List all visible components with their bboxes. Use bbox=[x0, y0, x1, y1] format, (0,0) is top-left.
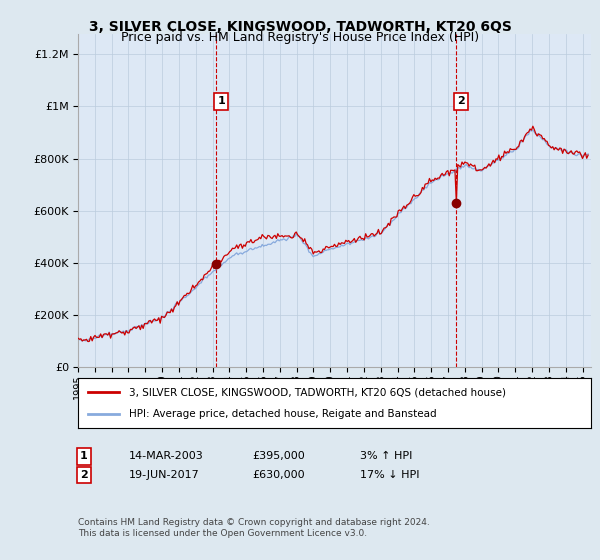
Text: 14-MAR-2003: 14-MAR-2003 bbox=[129, 451, 204, 461]
Text: 3% ↑ HPI: 3% ↑ HPI bbox=[360, 451, 412, 461]
Text: Price paid vs. HM Land Registry's House Price Index (HPI): Price paid vs. HM Land Registry's House … bbox=[121, 31, 479, 44]
Text: This data is licensed under the Open Government Licence v3.0.: This data is licensed under the Open Gov… bbox=[78, 529, 367, 538]
Text: Contains HM Land Registry data © Crown copyright and database right 2024.: Contains HM Land Registry data © Crown c… bbox=[78, 518, 430, 527]
Text: HPI: Average price, detached house, Reigate and Banstead: HPI: Average price, detached house, Reig… bbox=[130, 409, 437, 419]
Text: 3, SILVER CLOSE, KINGSWOOD, TADWORTH, KT20 6QS (detached house): 3, SILVER CLOSE, KINGSWOOD, TADWORTH, KT… bbox=[130, 387, 506, 397]
Text: 1: 1 bbox=[217, 96, 225, 106]
Text: 19-JUN-2017: 19-JUN-2017 bbox=[129, 470, 200, 480]
Text: £630,000: £630,000 bbox=[252, 470, 305, 480]
Text: 2: 2 bbox=[80, 470, 88, 480]
Text: £395,000: £395,000 bbox=[252, 451, 305, 461]
Text: 1: 1 bbox=[80, 451, 88, 461]
Text: 3, SILVER CLOSE, KINGSWOOD, TADWORTH, KT20 6QS: 3, SILVER CLOSE, KINGSWOOD, TADWORTH, KT… bbox=[89, 20, 511, 34]
Text: 2: 2 bbox=[457, 96, 464, 106]
Text: 17% ↓ HPI: 17% ↓ HPI bbox=[360, 470, 419, 480]
